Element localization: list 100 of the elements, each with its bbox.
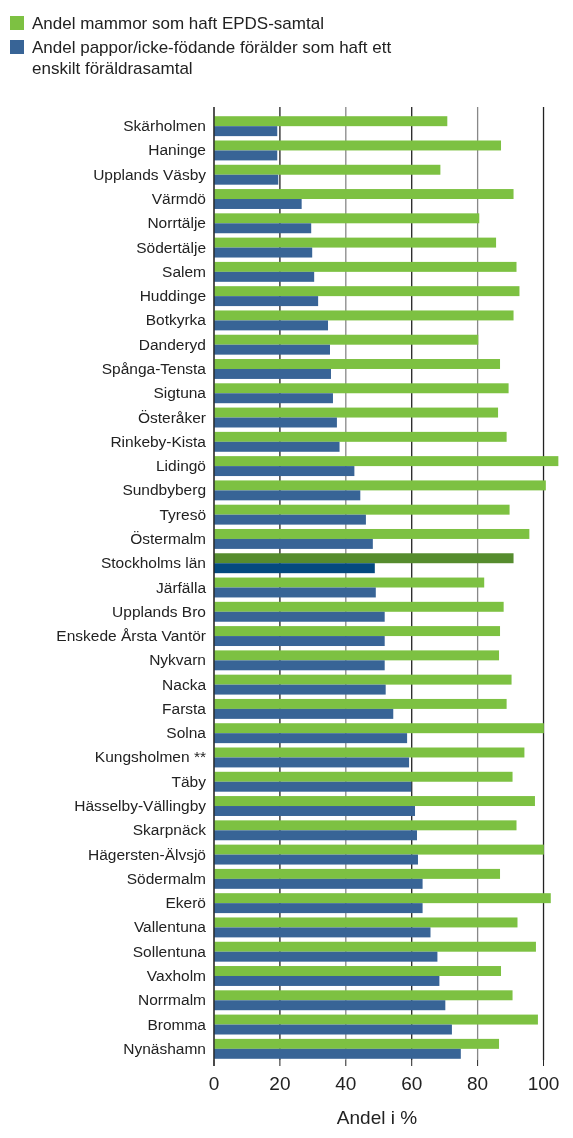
bar	[214, 903, 423, 914]
y-tick-label: Sollentuna	[132, 942, 207, 960]
bar	[214, 213, 480, 224]
bar	[214, 1000, 446, 1011]
x-tick-label: 100	[527, 1073, 560, 1094]
bar	[214, 854, 418, 865]
bar	[214, 611, 385, 622]
y-tick-label: Värmdö	[151, 190, 206, 208]
bar	[214, 417, 337, 428]
bar	[214, 1048, 461, 1059]
y-tick-label: Nacka	[162, 675, 207, 693]
bar	[214, 878, 423, 889]
y-tick-label: Södermalm	[126, 869, 206, 887]
y-tick-label: Hässelby-Vällingby	[74, 797, 207, 815]
y-tick-label: Österåker	[137, 408, 206, 426]
bar	[214, 636, 385, 647]
y-tick-label: Östermalm	[130, 529, 206, 547]
x-tick-label: 80	[467, 1073, 489, 1094]
bar	[214, 310, 514, 321]
bar	[214, 514, 366, 525]
legend-label: Andel mammor som haft EPDS-samtal	[32, 14, 324, 33]
bar	[214, 237, 497, 248]
y-tick-label: Vaxholm	[146, 966, 206, 984]
bar	[214, 271, 315, 282]
bar	[214, 553, 514, 564]
y-tick-label: Nynäshamn	[123, 1039, 206, 1057]
y-tick-label: Upplands Bro	[112, 602, 206, 620]
legend-label: Andel pappor/icke-födande förälder som haft ett enskilt föräldrasamtal	[32, 38, 392, 78]
bar	[214, 626, 501, 637]
bar	[214, 334, 479, 345]
bar	[214, 1014, 538, 1025]
bar	[214, 975, 440, 986]
y-tick-label: Enskede Årsta Vantör	[56, 627, 206, 645]
bar	[214, 757, 410, 768]
y-tick-label: Botkyrka	[145, 311, 207, 329]
bar	[214, 601, 504, 612]
bar	[214, 868, 501, 879]
x-tick-label: 20	[269, 1073, 291, 1094]
bar	[214, 480, 546, 491]
bar	[214, 504, 510, 515]
y-tick-label: Ekerö	[165, 894, 206, 912]
y-tick-label: Salem	[162, 262, 206, 280]
y-tick-label: Stockholms län	[100, 554, 206, 572]
bar	[214, 393, 333, 404]
bar	[214, 466, 355, 477]
bar	[214, 844, 544, 855]
bar	[214, 708, 394, 719]
x-tick-label: 60	[401, 1073, 423, 1094]
bar	[214, 223, 312, 234]
bar	[214, 650, 500, 661]
y-tick-label: Rinkeby-Kista	[110, 432, 207, 450]
bar	[214, 747, 525, 758]
bar	[214, 771, 513, 782]
bar	[214, 126, 278, 137]
bar	[214, 951, 438, 962]
y-tick-label: Spånga-Tensta	[101, 359, 207, 377]
y-tick-label: Danderyd	[138, 335, 206, 353]
y-tick-label: Huddinge	[139, 287, 206, 305]
bar	[214, 674, 512, 685]
y-tick-label: Haninge	[148, 141, 206, 159]
y-tick-label: Sundbyberg	[122, 481, 206, 499]
y-tick-label: Norrmalm	[137, 991, 206, 1009]
bar	[214, 563, 375, 574]
bar	[214, 893, 551, 904]
bar	[214, 490, 361, 501]
y-tick-label: Hägersten-Älvsjö	[87, 845, 206, 863]
y-tick-label: Vallentuna	[133, 918, 207, 936]
y-tick-label: Täby	[171, 772, 207, 790]
bar	[214, 150, 278, 161]
bar	[214, 1024, 452, 1035]
y-tick-label: Lidingö	[156, 457, 206, 475]
bar	[214, 407, 499, 418]
y-tick-label: Norrtälje	[147, 214, 206, 232]
bar	[214, 723, 544, 734]
bar	[214, 917, 518, 928]
bar	[214, 383, 509, 394]
bar	[214, 820, 517, 831]
bar	[214, 1038, 500, 1049]
y-tick-label: Tyresö	[159, 505, 206, 523]
bar	[214, 368, 331, 379]
bar	[214, 164, 441, 175]
y-tick-label: Solna	[166, 724, 207, 742]
y-tick-label: Farsta	[162, 699, 207, 717]
bar	[214, 189, 514, 200]
y-tick-label: Nykvarn	[149, 651, 206, 669]
y-tick-label: Sigtuna	[153, 384, 207, 402]
bar	[214, 796, 535, 807]
bar	[214, 966, 502, 976]
y-tick-label: Upplands Väsby	[93, 165, 207, 183]
y-tick-label: Södertälje	[136, 238, 206, 256]
y-tick-label: Skärholmen	[123, 117, 206, 135]
y-tick-label: Kungsholmen **	[94, 748, 206, 766]
bar	[214, 359, 501, 369]
bar	[214, 528, 530, 539]
x-tick-label: 40	[335, 1073, 357, 1094]
bar	[214, 577, 485, 588]
bar	[214, 587, 376, 598]
bar	[214, 806, 416, 816]
bar	[214, 441, 340, 452]
bar	[214, 286, 520, 297]
